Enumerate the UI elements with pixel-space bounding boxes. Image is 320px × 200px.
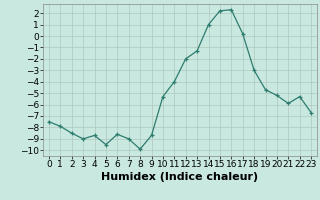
X-axis label: Humidex (Indice chaleur): Humidex (Indice chaleur) — [101, 172, 259, 182]
